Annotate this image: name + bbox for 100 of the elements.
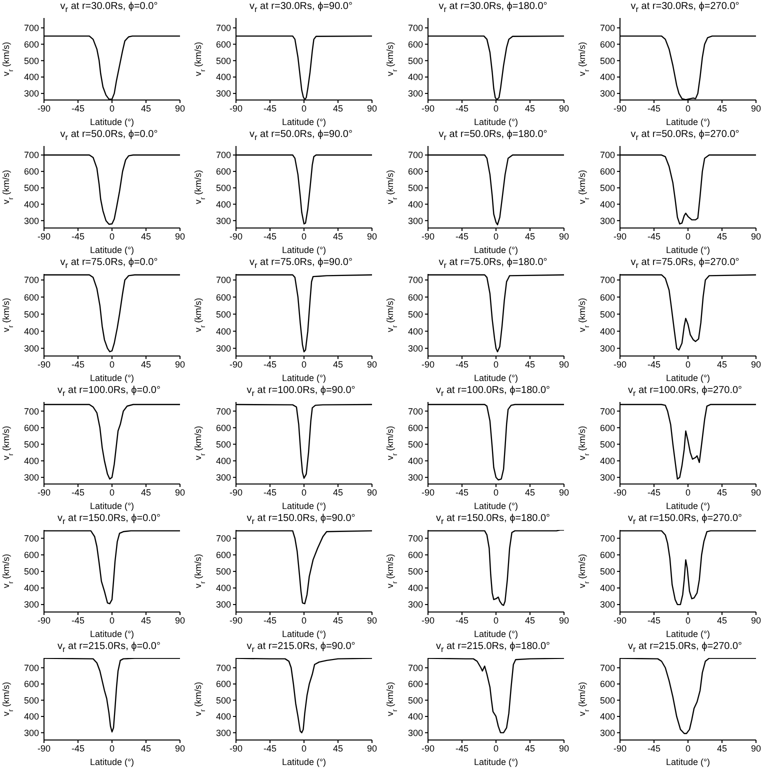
y-tick-label: 300 (600, 88, 615, 99)
x-tick-label: -90 (229, 103, 243, 114)
x-tick-label: 45 (716, 487, 728, 498)
x-tick-label: -45 (647, 103, 661, 114)
y-tick-label: 500 (408, 566, 423, 577)
x-axis-title: Latitude (°) (90, 245, 134, 255)
y-tick-label: 400 (216, 72, 231, 82)
y-tick-label: 600 (24, 550, 39, 560)
x-axis-title: Latitude (°) (474, 373, 518, 383)
x-tick-label: -45 (263, 743, 277, 754)
x-tick-label: 90 (750, 359, 762, 370)
x-tick-label: 0 (493, 487, 499, 498)
x-tick-label: 0 (109, 359, 115, 370)
y-tick-label: 300 (600, 728, 615, 738)
y-tick-label: 300 (408, 728, 423, 738)
y-tick-label: 600 (24, 292, 39, 302)
y-tick-label: 700 (408, 533, 423, 544)
y-tick-label: 600 (408, 422, 423, 433)
x-tick-label: 90 (750, 103, 762, 114)
y-tick-label: 400 (24, 72, 39, 82)
x-axis-title: Latitude (°) (282, 117, 326, 127)
chart-title: v$_{r}$ at r=100.0Rs, ϕ=270.0° (626, 384, 744, 398)
x-axis-title: Latitude (°) (666, 117, 710, 127)
y-tick-label: 300 (216, 344, 231, 354)
x-axis-title: Latitude (°) (666, 501, 710, 511)
y-tick-label: 700 (600, 662, 615, 673)
y-tick-label: 400 (216, 456, 231, 466)
y-tick-label: 300 (216, 88, 231, 99)
y-tick-label: 400 (600, 583, 615, 594)
y-tick-label: 500 (600, 56, 615, 66)
x-axis-title: Latitude (°) (90, 501, 134, 511)
x-tick-label: -45 (455, 231, 469, 242)
x-tick-label: 0 (109, 743, 115, 754)
y-tick-label: 400 (600, 456, 615, 466)
x-tick-label: 0 (109, 615, 115, 626)
y-tick-label: 500 (600, 309, 615, 320)
y-tick-label: 700 (600, 406, 615, 416)
y-tick-label: 700 (216, 406, 231, 416)
x-tick-label: 90 (558, 743, 570, 754)
x-axis-title: Latitude (°) (282, 629, 326, 639)
y-tick-label: 700 (408, 275, 423, 286)
x-tick-label: 0 (685, 743, 691, 754)
x-axis-title: Latitude (°) (90, 629, 134, 639)
chart-title: v$_{r}$ at r=100.0Rs, ϕ=180.0° (434, 384, 552, 398)
x-tick-label: 45 (332, 487, 344, 498)
x-tick-label: 45 (140, 103, 152, 114)
y-tick-label: 400 (216, 199, 231, 210)
y-tick-label: 500 (600, 566, 615, 577)
x-tick-label: 0 (493, 231, 499, 242)
x-tick-label: 90 (366, 103, 378, 114)
x-tick-label: 0 (109, 231, 115, 242)
x-tick-label: -45 (71, 615, 85, 626)
y-tick-label: 400 (408, 72, 423, 82)
y-tick-label: 500 (600, 439, 615, 450)
x-tick-label: -45 (647, 359, 661, 370)
y-tick-label: 300 (600, 344, 615, 354)
y-tick-label: 500 (600, 695, 615, 706)
chart-title: v$_{r}$ at r=30.0Rs, ϕ=0.0° (59, 0, 159, 14)
y-tick-label: 500 (216, 566, 231, 577)
x-axis-title: Latitude (°) (474, 501, 518, 511)
x-tick-label: -45 (263, 103, 277, 114)
x-tick-label: 45 (524, 359, 536, 370)
x-axis-title: Latitude (°) (474, 117, 518, 127)
x-tick-label: -45 (71, 103, 85, 114)
x-tick-label: 0 (301, 231, 307, 242)
y-tick-label: 500 (408, 695, 423, 706)
x-tick-label: 90 (558, 487, 570, 498)
chart-title: v$_{r}$ at r=100.0Rs, ϕ=90.0° (246, 384, 356, 398)
y-tick-label: 600 (216, 422, 231, 433)
x-tick-label: -90 (229, 743, 243, 754)
x-tick-label: 90 (558, 359, 570, 370)
y-tick-label: 300 (408, 600, 423, 610)
x-tick-label: 90 (750, 487, 762, 498)
x-tick-label: -45 (455, 487, 469, 498)
x-tick-label: -90 (37, 359, 51, 370)
x-axis-title: Latitude (°) (90, 117, 134, 127)
chart-title: v$_{r}$ at r=100.0Rs, ϕ=0.0° (56, 384, 162, 398)
y-tick-label: 600 (24, 679, 39, 690)
x-tick-label: -45 (647, 743, 661, 754)
x-tick-label: 90 (174, 743, 186, 754)
x-tick-label: 45 (140, 231, 152, 242)
y-tick-label: 700 (24, 150, 39, 160)
y-tick-label: 300 (600, 600, 615, 610)
x-tick-label: 90 (558, 231, 570, 242)
y-tick-label: 700 (600, 150, 615, 160)
x-tick-label: 90 (366, 231, 378, 242)
y-tick-label: 700 (24, 662, 39, 673)
x-tick-label: -90 (229, 487, 243, 498)
x-tick-label: 45 (524, 103, 536, 114)
chart-title: v$_{r}$ at r=30.0Rs, ϕ=90.0° (248, 0, 354, 14)
y-tick-label: 600 (408, 679, 423, 690)
y-tick-label: 300 (408, 216, 423, 226)
y-tick-label: 600 (24, 39, 39, 50)
y-tick-label: 700 (408, 662, 423, 673)
x-tick-label: 45 (332, 103, 344, 114)
chart-title: v$_{r}$ at r=75.0Rs, ϕ=270.0° (630, 256, 740, 270)
y-tick-label: 500 (216, 439, 231, 450)
x-tick-label: 0 (109, 103, 115, 114)
x-axis-title: Latitude (°) (282, 245, 326, 255)
x-axis-title: Latitude (°) (474, 757, 518, 767)
